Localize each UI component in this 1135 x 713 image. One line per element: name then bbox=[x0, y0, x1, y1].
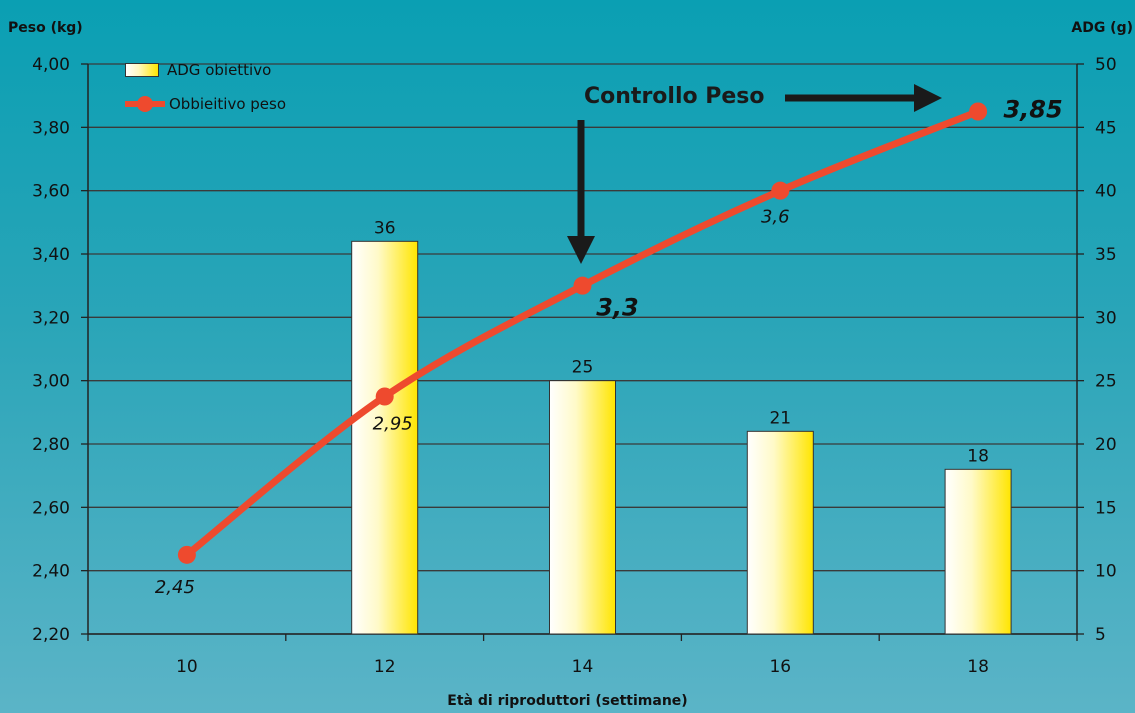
legend-line-label: Obbieitivo peso bbox=[169, 95, 287, 113]
left-tick-label: 2,80 bbox=[32, 435, 70, 455]
right-tick-label: 25 bbox=[1095, 372, 1117, 392]
legend: ADG obiettivo Obbieitivo peso bbox=[125, 58, 286, 126]
right-tick-label: 40 bbox=[1095, 182, 1117, 202]
line-value-label: 3,85 bbox=[1003, 96, 1062, 124]
x-tick-label: 14 bbox=[572, 657, 594, 677]
left-axis-title: Peso (kg) bbox=[8, 20, 83, 36]
bar-value-label: 21 bbox=[769, 408, 791, 428]
line-value-label: 2,95 bbox=[373, 414, 413, 435]
legend-item-line: Obbieitivo peso bbox=[125, 92, 286, 116]
left-tick-label: 2,40 bbox=[32, 562, 70, 582]
line-point bbox=[573, 276, 592, 295]
bar bbox=[351, 240, 419, 635]
right-tick-label: 45 bbox=[1095, 118, 1117, 138]
left-tick-label: 3,40 bbox=[32, 245, 70, 265]
left-tick-label: 3,20 bbox=[32, 308, 70, 328]
left-tick-label: 3,60 bbox=[32, 182, 70, 202]
bar bbox=[944, 468, 1012, 635]
bar-value-label: 18 bbox=[967, 446, 989, 466]
line-point bbox=[375, 387, 394, 406]
x-tick-label: 16 bbox=[769, 657, 791, 677]
left-tick-label: 3,00 bbox=[32, 372, 70, 392]
right-axis-title: ADG (g) bbox=[1071, 20, 1133, 36]
legend-line-swatch bbox=[125, 92, 165, 116]
right-tick-label: 50 bbox=[1095, 55, 1117, 75]
right-tick-label: 10 bbox=[1095, 562, 1117, 582]
bar-value-label: 25 bbox=[572, 358, 594, 378]
left-tick-label: 2,60 bbox=[32, 498, 70, 518]
right-tick-label: 35 bbox=[1095, 245, 1117, 265]
annotation-label: Controllo Peso bbox=[584, 84, 765, 109]
line-value-label: 3,3 bbox=[596, 294, 639, 322]
legend-item-bar: ADG obiettivo bbox=[125, 58, 286, 82]
x-tick-label: 12 bbox=[374, 657, 396, 677]
line-value-label: 3,6 bbox=[761, 207, 790, 228]
right-tick-label: 15 bbox=[1095, 498, 1117, 518]
line-point bbox=[969, 102, 988, 121]
x-tick-label: 10 bbox=[176, 657, 198, 677]
legend-bar-swatch bbox=[125, 63, 159, 77]
right-tick-label: 5 bbox=[1095, 625, 1106, 645]
line-point bbox=[177, 545, 196, 564]
left-tick-label: 3,80 bbox=[32, 118, 70, 138]
line-value-label: 2,45 bbox=[155, 577, 195, 598]
bar bbox=[549, 380, 616, 635]
bar-value-label: 36 bbox=[374, 218, 396, 238]
line-point bbox=[771, 181, 790, 200]
bar bbox=[746, 430, 814, 635]
x-axis-title: Età di riproduttori (settimane) bbox=[447, 693, 688, 709]
right-tick-label: 30 bbox=[1095, 308, 1117, 328]
legend-bar-label: ADG obiettivo bbox=[167, 61, 272, 79]
left-tick-label: 4,00 bbox=[32, 55, 70, 75]
left-tick-label: 2,20 bbox=[32, 625, 70, 645]
right-tick-label: 20 bbox=[1095, 435, 1117, 455]
x-tick-label: 18 bbox=[967, 657, 989, 677]
